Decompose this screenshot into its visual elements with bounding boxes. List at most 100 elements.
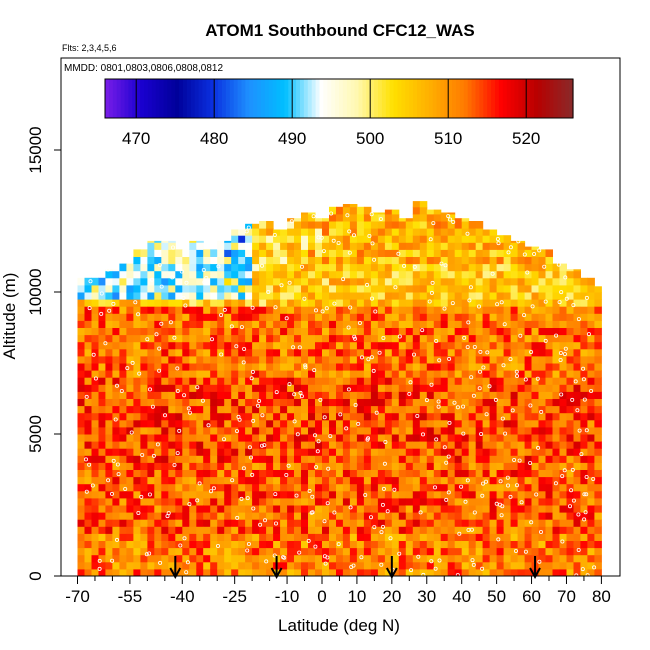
heatmap-cell: [112, 455, 120, 463]
heatmap-cell: [433, 384, 442, 392]
heatmap-cell: [273, 419, 281, 428]
heatmap-cell: [342, 204, 351, 208]
sample-point: [170, 275, 175, 280]
heatmap-cell: [447, 398, 456, 407]
sample-point: [519, 500, 524, 505]
heatmap-cell: [517, 327, 526, 336]
heatmap-cell: [301, 391, 309, 399]
heatmap-cell: [349, 263, 358, 272]
heatmap-cell: [377, 554, 386, 563]
heatmap-cell: [489, 270, 498, 279]
heatmap-cell: [524, 370, 533, 378]
heatmap-cell: [419, 284, 428, 293]
heatmap-cell: [377, 221, 386, 229]
heatmap-cell: [238, 377, 246, 385]
heatmap-cell: [329, 228, 337, 236]
heatmap-cell: [133, 398, 141, 407]
heatmap-cell: [426, 256, 435, 265]
heatmap-cell: [168, 240, 176, 243]
heatmap-cell: [203, 270, 211, 279]
heatmap-cell: [503, 462, 512, 470]
heatmap-cell: [573, 448, 581, 456]
heatmap-cell: [182, 526, 190, 534]
sample-point: [338, 412, 343, 417]
heatmap-cell: [587, 540, 595, 549]
heatmap-cell: [224, 306, 232, 314]
heatmap-cell: [245, 270, 253, 279]
heatmap-cell: [119, 526, 127, 534]
heatmap-cell: [189, 306, 197, 314]
heatmap-cell: [224, 533, 232, 541]
heatmap-cell: [573, 455, 581, 463]
heatmap-cell: [440, 505, 449, 513]
heatmap-cell: [377, 228, 386, 236]
heatmap-cell: [391, 270, 400, 279]
sample-point: [431, 221, 436, 226]
heatmap-cell: [112, 462, 120, 470]
heatmap-cell: [524, 313, 533, 321]
heatmap-cell: [524, 320, 533, 328]
heatmap-cell: [266, 405, 274, 414]
heatmap-cell: [217, 313, 225, 321]
heatmap-cell: [363, 469, 372, 478]
heatmap-cell: [468, 526, 477, 534]
heatmap-cell: [217, 441, 225, 449]
heatmap-cell: [580, 505, 588, 513]
heatmap-cell: [329, 455, 337, 463]
heatmap-cell: [468, 448, 477, 456]
heatmap-cell: [287, 263, 295, 272]
heatmap-cell: [559, 384, 567, 392]
heatmap-cell: [489, 313, 498, 321]
heatmap-cell: [252, 228, 260, 236]
heatmap-cell: [161, 540, 169, 549]
heatmap-cell: [126, 405, 134, 414]
sample-point: [219, 313, 224, 318]
heatmap-cell: [308, 448, 316, 456]
heatmap-cell: [308, 384, 316, 392]
heatmap-cell: [356, 270, 365, 279]
heatmap-cell: [496, 419, 505, 428]
heatmap-cell: [154, 434, 162, 442]
heatmap-cell: [524, 547, 533, 556]
heatmap-cell: [224, 476, 232, 485]
heatmap-cell: [154, 476, 162, 485]
sample-point: [457, 531, 462, 536]
heatmap-cell: [154, 270, 162, 279]
heatmap-cell: [238, 412, 246, 421]
heatmap-cell: [210, 497, 218, 506]
heatmap-cell: [77, 568, 85, 577]
heatmap-cell: [175, 249, 183, 257]
heatmap-cell: [426, 363, 435, 371]
sample-point: [219, 352, 224, 357]
heatmap-cell: [231, 505, 239, 513]
sample-point: [247, 445, 252, 450]
heatmap-cell: [475, 554, 484, 563]
heatmap-cell: [370, 519, 379, 527]
sample-point: [272, 553, 277, 558]
heatmap-cell: [538, 405, 546, 414]
heatmap-cell: [587, 284, 595, 293]
heatmap-cell: [531, 533, 539, 541]
sample-point: [266, 289, 271, 294]
heatmap-cell: [98, 483, 106, 492]
heatmap-cell: [433, 405, 442, 414]
heatmap-cell: [280, 448, 288, 456]
heatmap-cell: [224, 341, 232, 350]
heatmap-cell: [245, 363, 253, 371]
heatmap-cell: [426, 370, 435, 378]
heatmap-cell: [468, 462, 477, 470]
heatmap-cell: [517, 519, 526, 527]
heatmap-cell: [377, 270, 386, 279]
heatmap-cell: [252, 256, 260, 265]
heatmap-cell: [412, 235, 421, 243]
heatmap-cell: [259, 526, 267, 534]
heatmap-cell: [342, 284, 351, 293]
heatmap-cell: [566, 505, 574, 513]
heatmap-cell: [224, 448, 232, 456]
heatmap-cell: [433, 476, 442, 485]
y-tick-label: 15000: [26, 126, 45, 173]
heatmap-cell: [231, 462, 239, 470]
heatmap-cell: [377, 263, 386, 272]
sample-point: [392, 487, 397, 492]
heatmap-cell: [587, 320, 595, 328]
